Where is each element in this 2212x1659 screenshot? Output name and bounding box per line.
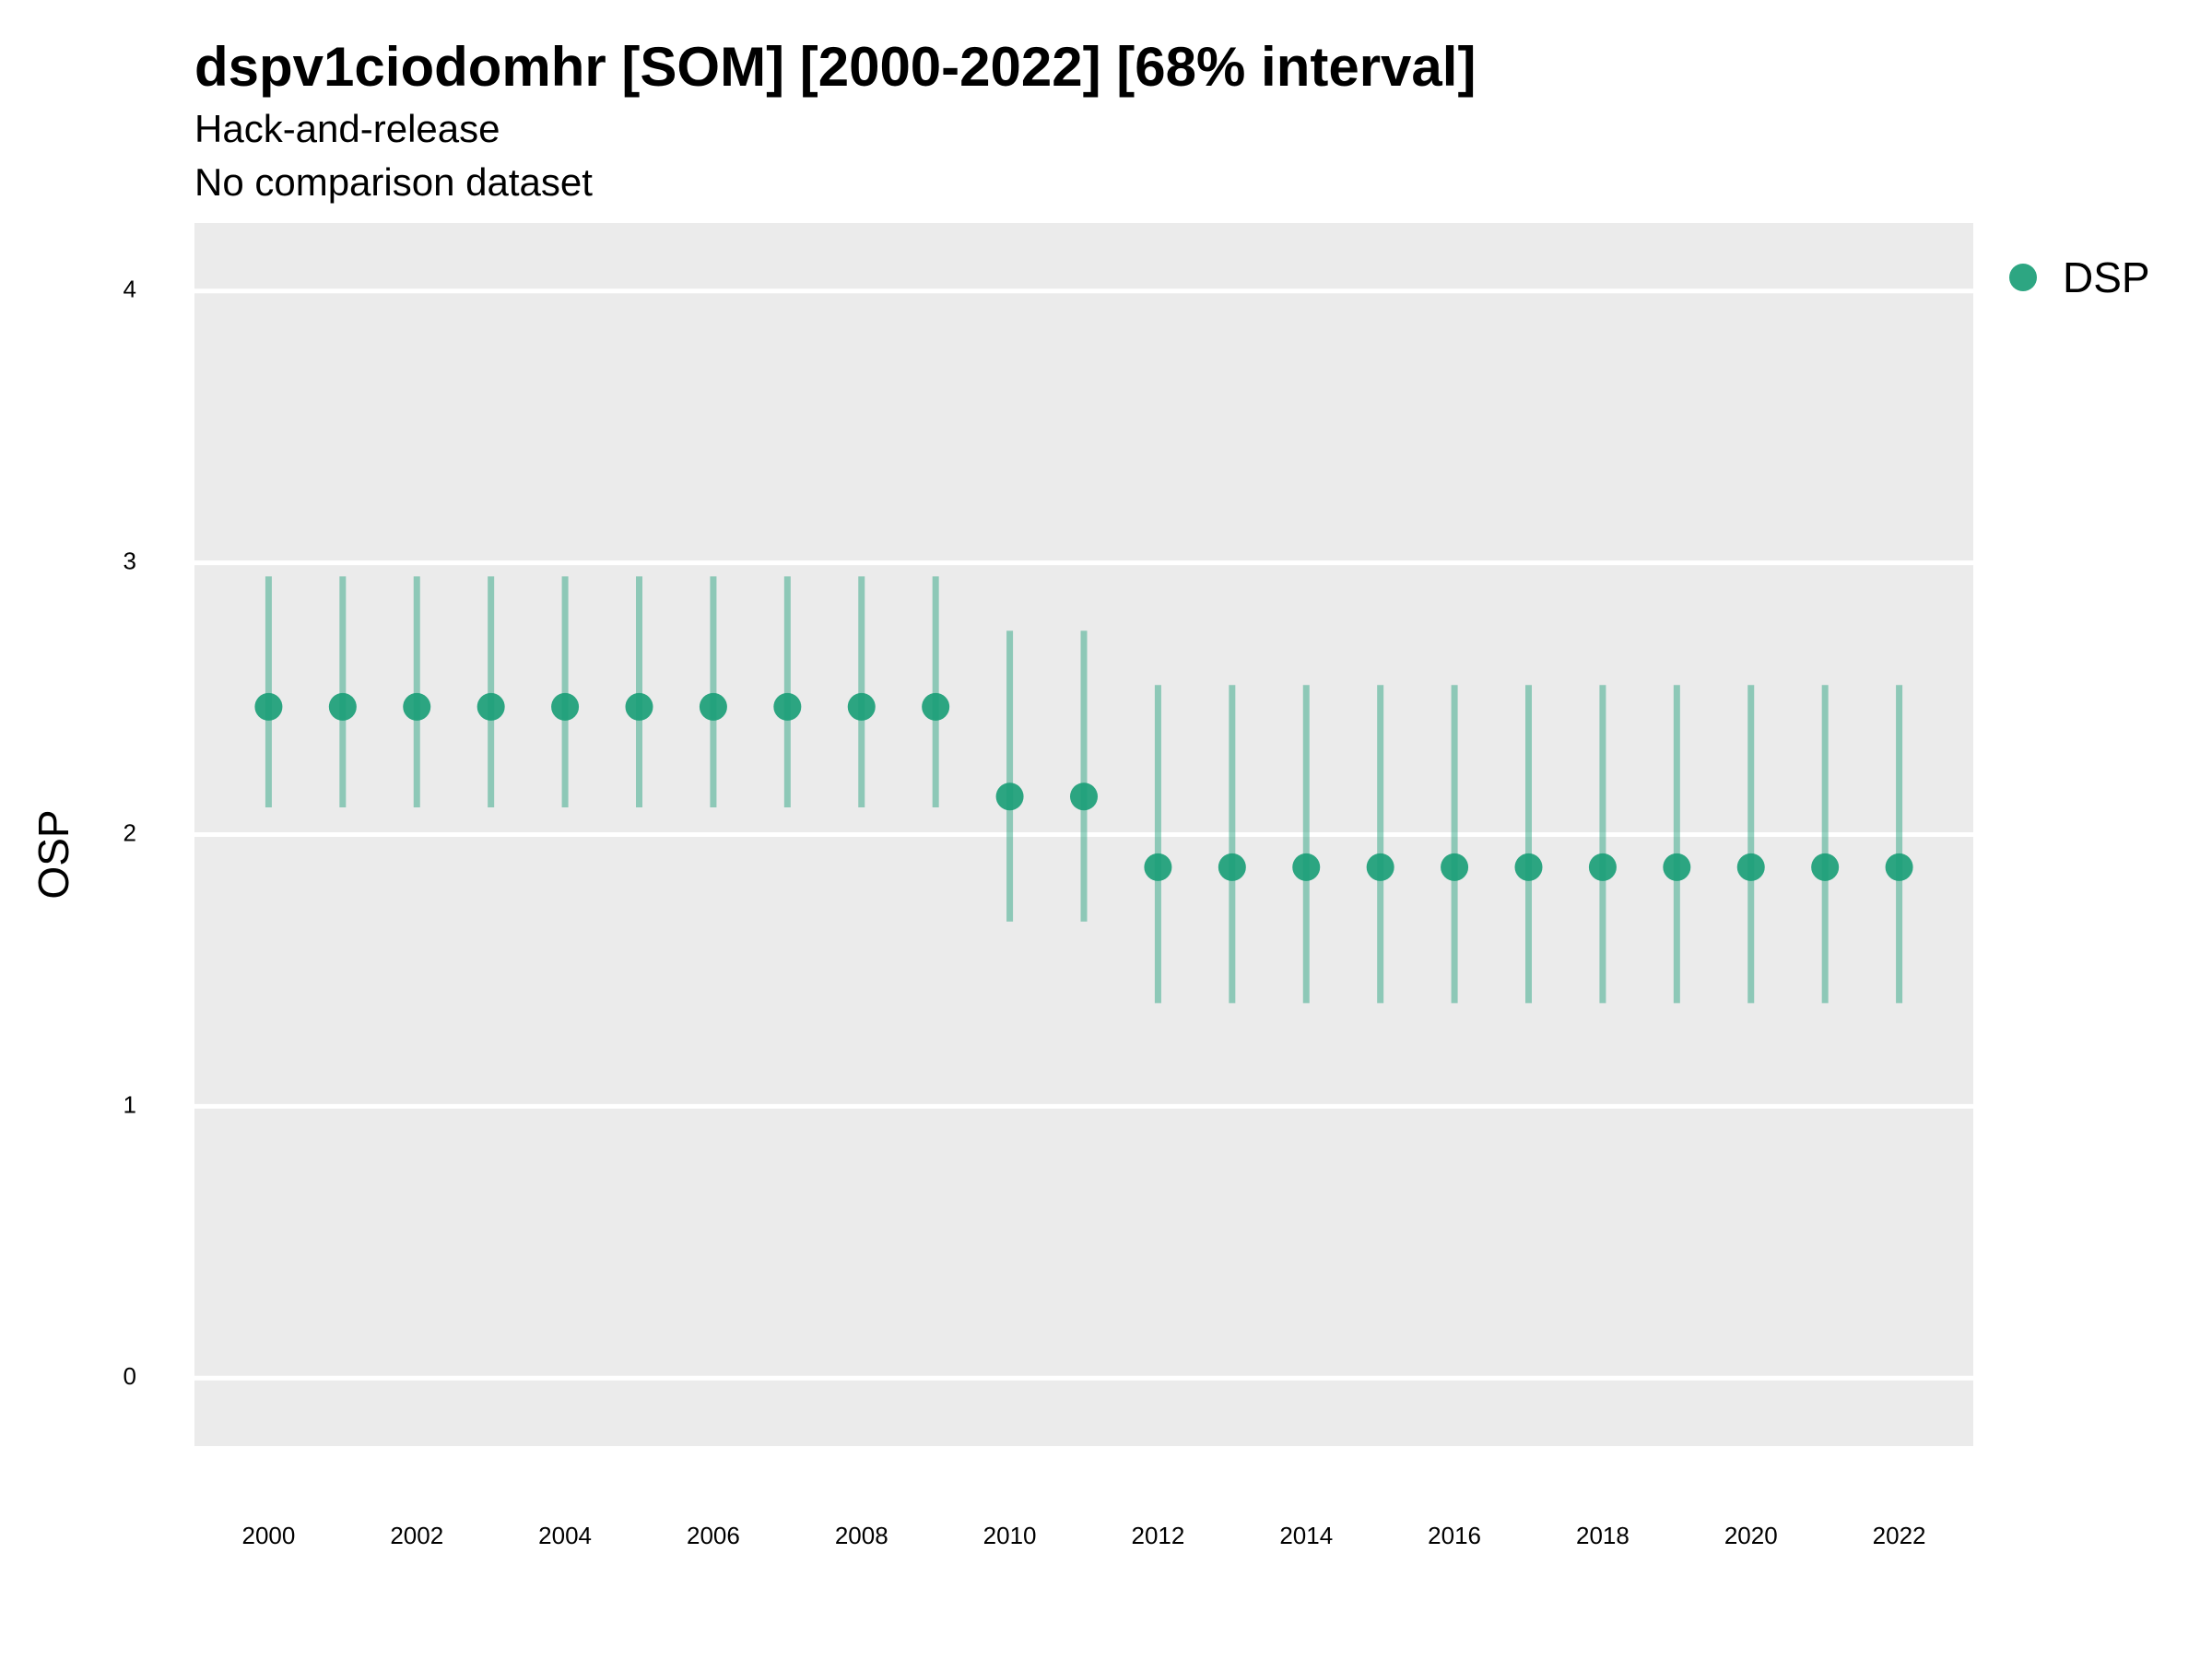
- y-tick-label: 0: [124, 1362, 136, 1390]
- data-point: [1885, 853, 1913, 881]
- x-tick-label: 2004: [538, 1522, 592, 1549]
- error-bars: [265, 576, 1903, 1004]
- x-tick-labels: 2000 2002 2004 2006 2008 2010 2012 2014 2016 2018…: [241, 1522, 1925, 1549]
- x-tick-label: 2012: [1131, 1522, 1184, 1549]
- data-point: [625, 692, 653, 721]
- data-point: [1663, 853, 1691, 881]
- x-tick-label: 2006: [687, 1522, 740, 1549]
- data-point: [773, 692, 802, 721]
- data-point: [477, 692, 505, 721]
- y-tick-label: 4: [124, 276, 136, 303]
- legend-label-dsp: DSP: [2063, 253, 2150, 301]
- y-tick-label: 1: [124, 1090, 136, 1118]
- y-axis-label: OSP: [29, 809, 77, 899]
- data-point: [403, 692, 431, 721]
- legend-key-dsp: [2009, 264, 2037, 291]
- x-tick-label: 2014: [1279, 1522, 1333, 1549]
- x-tick-label: 2010: [983, 1522, 1037, 1549]
- data-point: [1736, 853, 1765, 881]
- y-tick-labels: 0 1 2 3 4: [124, 276, 136, 1391]
- data-point: [1514, 853, 1543, 881]
- data-point: [922, 692, 950, 721]
- legend: DSP: [2009, 253, 2150, 302]
- y-tick-label: 2: [124, 818, 136, 846]
- data-point: [328, 692, 357, 721]
- data-point: [551, 692, 580, 721]
- x-tick-label: 2008: [835, 1522, 888, 1549]
- y-tick-label: 3: [124, 547, 136, 574]
- grid-lines: [194, 288, 1973, 1381]
- x-tick-label: 2016: [1428, 1522, 1481, 1549]
- data-point: [1070, 782, 1098, 811]
- x-tick-label: 2000: [241, 1522, 295, 1549]
- data-point: [1144, 853, 1172, 881]
- chart-subtitle-2: No comparison dataset: [194, 160, 593, 204]
- x-tick-label: 2018: [1576, 1522, 1630, 1549]
- data-point: [1811, 853, 1840, 881]
- data-point: [1292, 853, 1321, 881]
- chart-subtitle-1: Hack-and-release: [194, 107, 500, 150]
- data-point: [847, 692, 876, 721]
- data-points: [254, 692, 1913, 881]
- data-point: [995, 782, 1024, 811]
- data-point: [254, 692, 283, 721]
- data-point: [1218, 853, 1246, 881]
- data-point: [699, 692, 727, 721]
- data-point: [1366, 853, 1394, 881]
- data-point: [1441, 853, 1469, 881]
- chart-title: dspv1ciodomhr [SOM] [2000-2022] [68% int…: [194, 36, 1477, 98]
- data-point: [1588, 853, 1617, 881]
- x-tick-label: 2022: [1873, 1522, 1926, 1549]
- x-tick-label: 2020: [1724, 1522, 1778, 1549]
- x-tick-label: 2002: [390, 1522, 443, 1549]
